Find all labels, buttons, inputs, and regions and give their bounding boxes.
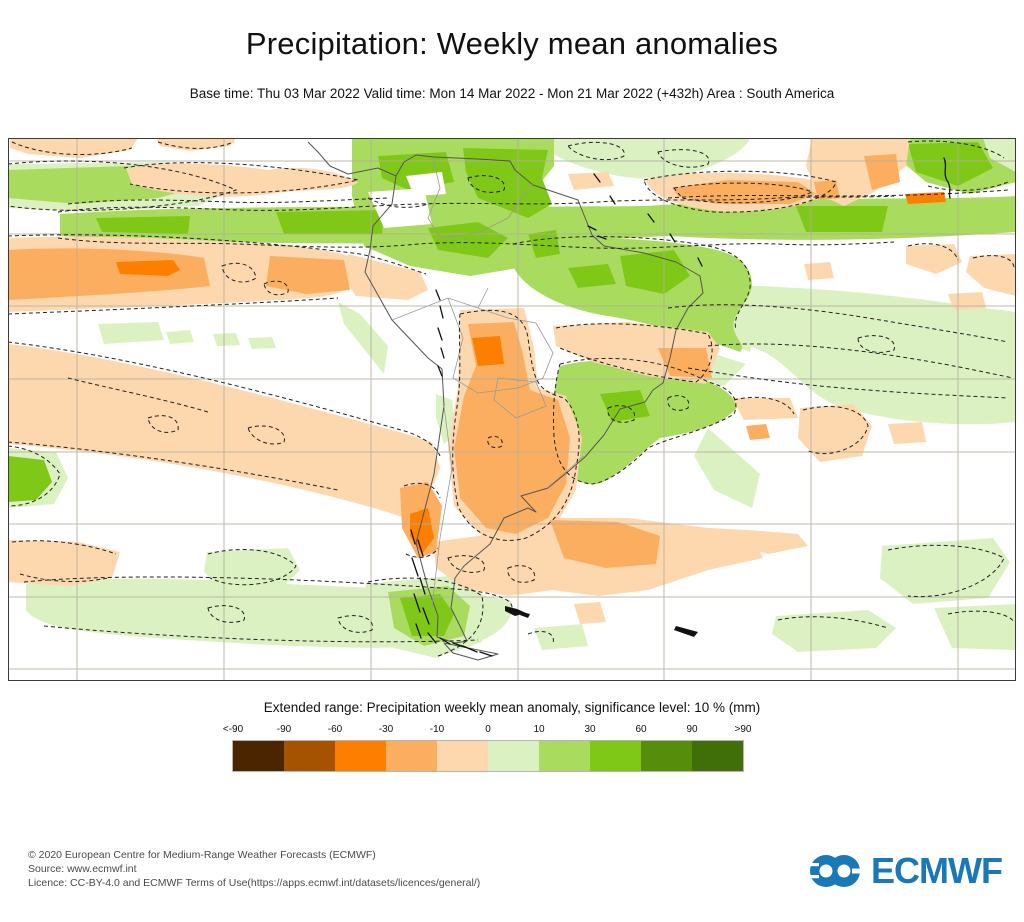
legend-tick: -10 <box>429 724 445 735</box>
ecmwf-logo: ECMWF <box>806 850 1003 892</box>
legend-tick: 0 <box>485 724 491 735</box>
colorbar-swatch <box>692 741 743 771</box>
colorbar-swatch <box>335 741 386 771</box>
legend-tick: -90 <box>276 724 292 735</box>
colorbar-swatch <box>284 741 335 771</box>
ecmwf-logo-icon <box>806 855 865 887</box>
colorbar-swatch <box>488 741 539 771</box>
legend-tick: <-90 <box>222 724 244 735</box>
colorbar <box>232 740 744 772</box>
footer-copyright: © 2020 European Centre for Medium-Range … <box>28 849 376 861</box>
legend-tick: -60 <box>327 724 343 735</box>
footer: © 2020 European Centre for Medium-Range … <box>28 848 480 890</box>
legend-title: Extended range: Precipitation weekly mea… <box>263 700 761 715</box>
legend-tick: 10 <box>533 724 545 735</box>
colorbar-swatch <box>539 741 590 771</box>
page-subtitle: Base time: Thu 03 Mar 2022 Valid time: M… <box>189 86 835 101</box>
legend-tick: 60 <box>635 724 647 735</box>
legend-tick: >90 <box>734 724 752 735</box>
ecmwf-logo-text: ECMWF <box>871 850 1003 891</box>
colorbar-swatch <box>641 741 692 771</box>
footer-source: Source: www.ecmwf.int <box>28 863 137 875</box>
page-title: Precipitation: Weekly mean anomalies <box>245 26 779 61</box>
legend-tick: 30 <box>584 724 596 735</box>
legend-tick-labels: <-90 -90 -60 -30 -10 0 10 30 60 90 >90 <box>0 724 1024 738</box>
legend-tick: 90 <box>686 724 698 735</box>
colorbar-swatch <box>590 741 641 771</box>
legend-tick: -30 <box>378 724 394 735</box>
colorbar-swatch <box>233 741 284 771</box>
footer-licence: Licence: CC-BY-4.0 and ECMWF Terms of Us… <box>28 877 481 889</box>
anomaly-map <box>7 138 1016 681</box>
anomaly-map-svg <box>7 138 1016 681</box>
colorbar-swatch <box>386 741 437 771</box>
colorbar-swatch <box>437 741 488 771</box>
